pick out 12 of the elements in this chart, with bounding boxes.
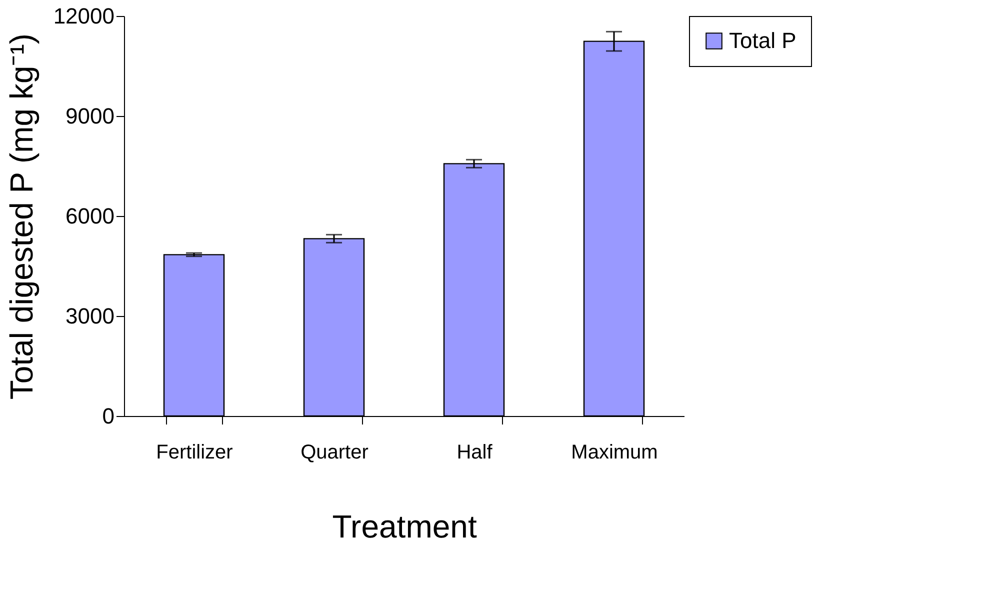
x-tick-label: Fertilizer	[156, 442, 234, 464]
x-tick-label: Half	[456, 442, 493, 464]
x-tick-label: Maximum	[571, 442, 658, 464]
y-tick-label: 0	[102, 404, 114, 428]
y-tick-label: 3000	[66, 304, 114, 328]
y-axis-title: Total digested P (mg kg⁻¹)	[3, 33, 40, 400]
x-axis-title: Treatment	[332, 508, 477, 544]
y-tick-label: 6000	[66, 204, 114, 228]
y-tick-label: 9000	[66, 104, 114, 128]
y-tick-label: 12000	[53, 4, 114, 28]
legend-label: Total P	[729, 28, 796, 53]
x-tick-label: Quarter	[300, 442, 369, 464]
